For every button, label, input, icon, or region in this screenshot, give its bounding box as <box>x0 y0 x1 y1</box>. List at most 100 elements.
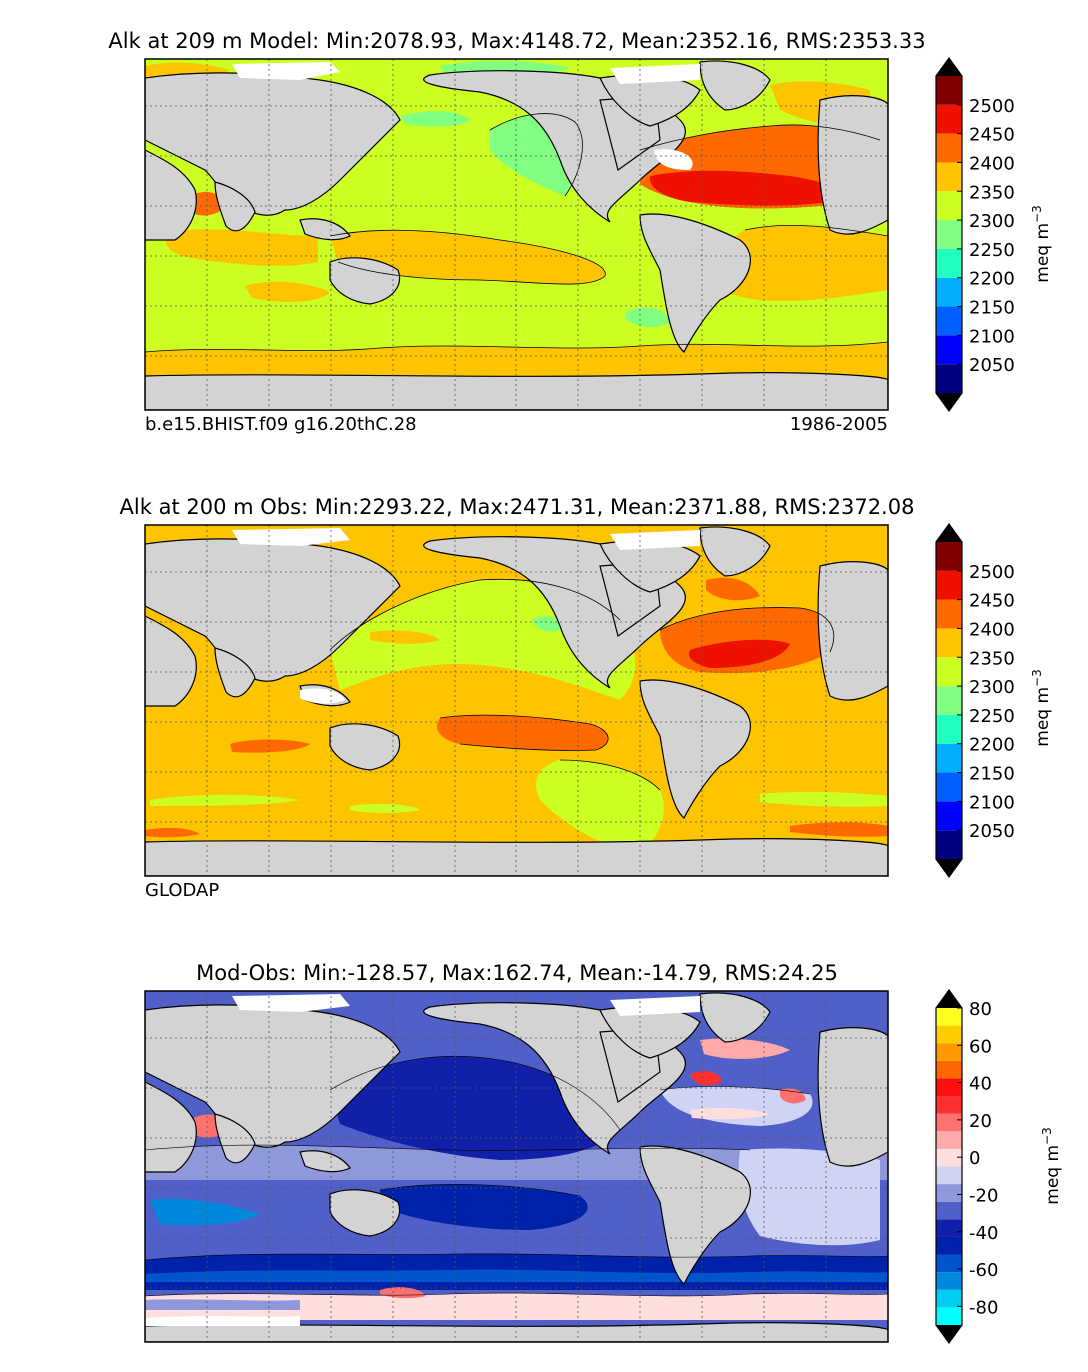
region-southern-green-2 <box>760 791 888 807</box>
colorbar-swatch <box>936 686 962 715</box>
colorbar-swatch <box>936 743 962 773</box>
colorbar-swatch <box>936 1148 962 1167</box>
colorbar-swatch <box>936 801 962 831</box>
colorbar-swatch <box>936 220 962 249</box>
contours <box>145 113 888 353</box>
colorbar-tick-label: 2200 <box>969 269 1015 290</box>
colorbar-tick-label: 2200 <box>969 735 1015 756</box>
colorbar-under-triangle <box>936 1325 962 1343</box>
colorbar-tick-label: -40 <box>969 1223 998 1244</box>
colorbar-swatch <box>936 542 962 571</box>
region-north-pacific-orange <box>370 630 440 644</box>
region-antarctic-blue <box>145 1299 300 1310</box>
colorbar-swatch <box>936 1166 962 1185</box>
colorbar-obs: 2050 2100 2150 2200 2250 2300 2350 2400 2450 2500 <box>935 522 1015 879</box>
colorbar-swatch <box>936 1254 962 1273</box>
colorbar-tick-label: 2050 <box>969 355 1015 376</box>
colorbar-tick-label: 2150 <box>969 298 1015 319</box>
region-south-atlantic <box>709 225 888 302</box>
colorbar-tick-label: 2350 <box>969 648 1015 669</box>
masked-areas <box>232 62 700 170</box>
colorbar-swatch <box>936 1043 962 1061</box>
region-southern-green-1 <box>150 794 300 806</box>
colorbar-model-label: meq m−3 <box>1030 205 1053 282</box>
colorbar-swatch <box>936 1096 962 1114</box>
colorbar-tick-label: 2450 <box>969 125 1015 146</box>
region-south-pacific-dark <box>380 1184 588 1230</box>
colorbar-swatch <box>936 599 962 629</box>
region-labrador-sea-red <box>690 1071 722 1086</box>
region-gulf-of-alaska <box>532 616 561 632</box>
panel-diff: Mod-Obs: Min:-128.57, Max:162.74, Mean:-… <box>144 961 1063 1345</box>
colorbar-tick-label: 2400 <box>969 153 1015 174</box>
colorbar-swatch <box>936 714 962 744</box>
contours <box>329 578 835 791</box>
colorbar-over-triangle <box>936 990 962 1008</box>
colorbar-tick-label: 2250 <box>969 240 1015 261</box>
panel-diff-frame <box>144 990 889 1343</box>
colorbar-swatch <box>936 830 962 859</box>
colorbar-swatch <box>936 335 962 365</box>
colorbar-swatch <box>936 1131 962 1149</box>
region-south-pacific-red <box>436 715 609 751</box>
colorbar-tick-label: 2150 <box>969 764 1015 785</box>
land <box>145 60 888 410</box>
colorbar-tick-label: -80 <box>969 1297 998 1318</box>
colorbar-swatch <box>936 277 962 307</box>
region-southern-ocean-mid <box>145 1269 888 1282</box>
colorbar-swatch <box>936 570 962 600</box>
region-patagonia-shelf <box>626 307 670 328</box>
region-south-atlantic-light <box>738 1148 880 1246</box>
colorbar-swatch <box>936 364 962 393</box>
colorbar-tick-label: 0 <box>969 1148 980 1169</box>
colorbar-swatch <box>936 1060 962 1079</box>
colorbar-tick-label: -20 <box>969 1185 998 1206</box>
colorbar-swatch <box>936 1236 962 1255</box>
colorbar-swatch <box>936 1113 962 1132</box>
gridlines <box>145 991 888 1342</box>
panel-diff-title: Mod-Obs: Min:-128.57, Max:162.74, Mean:-… <box>196 961 838 985</box>
colorbar-tick-label: 2350 <box>969 182 1015 203</box>
colorbar-tick-label: -60 <box>969 1260 998 1281</box>
colorbar-tick-label: 2050 <box>969 821 1015 842</box>
colorbar-swatch <box>936 1025 962 1044</box>
colorbar-swatch <box>936 1078 962 1097</box>
colorbar-swatch <box>936 1272 962 1290</box>
colorbar-tick-label: 2500 <box>969 96 1015 117</box>
colorbar-tick-label: 20 <box>969 1111 992 1132</box>
region-indian-ocean <box>166 229 318 266</box>
colorbar-diff-label: meq m−3 <box>1040 1127 1063 1204</box>
masked-areas <box>145 994 700 1326</box>
panel-model-frame <box>144 58 889 411</box>
panel-obs: Alk at 200 m Obs: Min:2293.22, Max:2471.… <box>120 495 1053 901</box>
panel-diff-map <box>145 991 888 1342</box>
colorbar-tick-label: 2300 <box>969 677 1015 698</box>
colorbar-swatch <box>936 162 962 192</box>
colorbar-swatch <box>936 657 962 687</box>
colorbar-swatch <box>936 306 962 336</box>
colorbar-outline <box>935 56 963 413</box>
colorbar-swatch <box>936 1219 962 1237</box>
colorbar-tick-label: 2100 <box>969 792 1015 813</box>
colorbar-swatch <box>936 191 962 221</box>
panel-obs-title: Alk at 200 m Obs: Min:2293.22, Max:2471.… <box>120 495 915 519</box>
colorbar-swatch <box>936 248 962 278</box>
colorbar-swatch <box>936 628 962 658</box>
region-south-indian-cyan <box>150 1198 260 1226</box>
colorbar-tick-label: 40 <box>969 1074 992 1095</box>
colorbar-model: 2050 2100 2150 2200 2250 2300 2350 2400 2450 2500 <box>935 56 1015 413</box>
colorbar-under-triangle <box>936 859 962 877</box>
region-southern-orange-2 <box>790 822 888 837</box>
region-southern-orange-1 <box>145 827 200 838</box>
region-indian-orange <box>230 739 310 753</box>
region-nordic-pink <box>700 1038 790 1059</box>
colorbar-swatch <box>936 772 962 802</box>
colorbar-swatch <box>936 76 962 105</box>
colorbar-over-triangle <box>936 524 962 542</box>
panel-model-title: Alk at 209 m Model: Min:2078.93, Max:414… <box>108 29 925 53</box>
colorbar-tick-label: 60 <box>969 1036 992 1057</box>
contours <box>145 1056 888 1297</box>
panel-model-case-label: b.e15.BHIST.f09 g16.20thC.28 <box>145 414 417 435</box>
region-ross-sea-red <box>380 1287 426 1299</box>
panel-obs-source-label: GLODAP <box>145 880 219 901</box>
